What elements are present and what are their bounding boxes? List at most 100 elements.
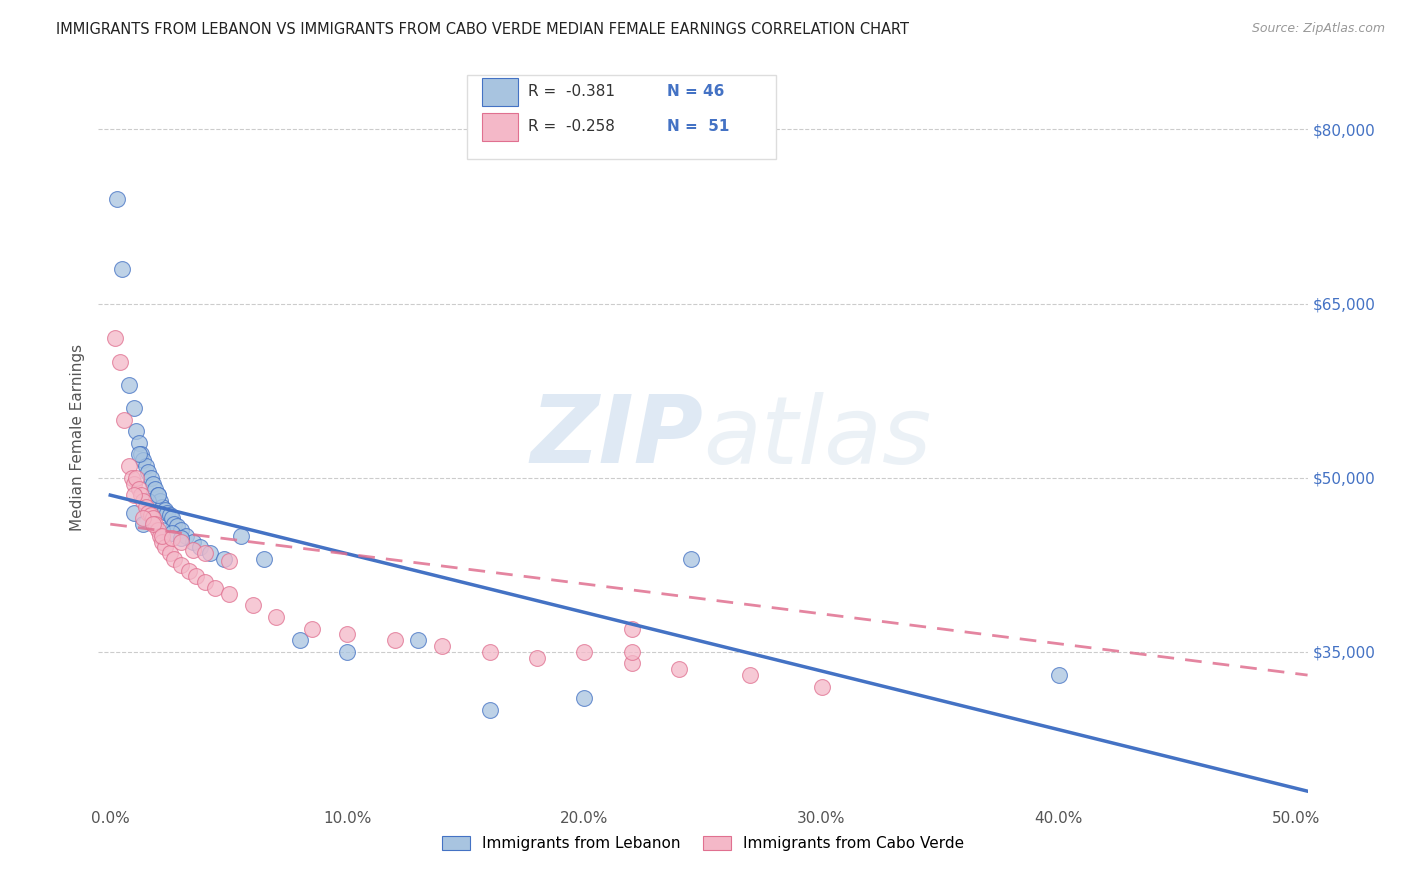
Text: atlas: atlas <box>703 392 931 483</box>
Point <box>104 331 127 345</box>
Point <box>170 534 193 549</box>
Point <box>142 511 165 525</box>
Point <box>146 488 169 502</box>
Point <box>142 511 165 525</box>
Point <box>111 261 134 276</box>
Point <box>152 529 174 543</box>
Point <box>128 436 150 450</box>
Point <box>620 645 643 659</box>
Point <box>264 610 287 624</box>
Point <box>139 508 162 522</box>
Point <box>301 622 323 636</box>
Point <box>810 680 832 694</box>
Point <box>135 459 157 474</box>
Point <box>1047 668 1070 682</box>
Point <box>132 511 155 525</box>
Point <box>288 633 311 648</box>
Point <box>122 401 145 415</box>
Point <box>114 412 136 426</box>
Point <box>218 587 240 601</box>
Point <box>478 703 501 717</box>
Point <box>668 662 690 676</box>
Point <box>574 691 596 706</box>
Point <box>152 523 174 537</box>
Point <box>153 503 176 517</box>
Point <box>136 465 159 479</box>
Point <box>122 488 145 502</box>
Point <box>132 494 155 508</box>
Point <box>212 552 235 566</box>
Point <box>143 483 166 497</box>
Point <box>177 564 200 578</box>
Point <box>129 488 152 502</box>
Text: R =  -0.258: R = -0.258 <box>527 120 614 135</box>
Point <box>181 534 204 549</box>
Legend: Immigrants from Lebanon, Immigrants from Cabo Verde: Immigrants from Lebanon, Immigrants from… <box>436 830 970 857</box>
Point <box>681 552 703 566</box>
Point <box>156 506 179 520</box>
Point <box>142 517 165 532</box>
Text: IMMIGRANTS FROM LEBANON VS IMMIGRANTS FROM CABO VERDE MEDIAN FEMALE EARNINGS COR: IMMIGRANTS FROM LEBANON VS IMMIGRANTS FR… <box>56 22 910 37</box>
Point <box>136 494 159 508</box>
Point <box>128 483 150 497</box>
Point <box>160 531 183 545</box>
Point <box>152 500 174 514</box>
Point <box>143 517 166 532</box>
Point <box>128 448 150 462</box>
Point <box>163 517 186 532</box>
Point <box>146 488 169 502</box>
Point <box>184 569 207 583</box>
FancyBboxPatch shape <box>482 113 517 141</box>
Point <box>135 500 157 514</box>
Point <box>204 581 226 595</box>
Point <box>153 541 176 555</box>
Text: ZIP: ZIP <box>530 391 703 483</box>
Point <box>740 668 762 682</box>
Point <box>132 517 155 532</box>
Point <box>122 476 145 491</box>
Point <box>125 424 148 438</box>
Point <box>160 511 183 525</box>
Point <box>163 552 186 566</box>
Point <box>129 448 152 462</box>
Point <box>108 354 131 368</box>
Point <box>146 523 169 537</box>
Y-axis label: Median Female Earnings: Median Female Earnings <box>69 343 84 531</box>
Point <box>152 534 174 549</box>
Point <box>336 627 359 641</box>
Point <box>190 541 212 555</box>
Point <box>478 645 501 659</box>
Point <box>181 542 204 557</box>
Point <box>336 645 359 659</box>
Text: N = 46: N = 46 <box>666 85 724 99</box>
Point <box>125 471 148 485</box>
Point <box>170 523 193 537</box>
Point <box>142 476 165 491</box>
FancyBboxPatch shape <box>467 75 776 159</box>
Point <box>149 529 172 543</box>
Point <box>159 508 181 522</box>
Point <box>194 546 217 560</box>
Point <box>160 526 183 541</box>
Point <box>170 558 193 572</box>
Point <box>170 531 193 545</box>
Point <box>229 529 252 543</box>
Point <box>121 471 143 485</box>
Point <box>136 506 159 520</box>
Point <box>408 633 430 648</box>
Point <box>139 471 162 485</box>
Point <box>118 459 141 474</box>
Point <box>149 494 172 508</box>
Point <box>432 639 454 653</box>
Point <box>526 650 548 665</box>
Text: N =  51: N = 51 <box>666 120 730 135</box>
Point <box>122 506 145 520</box>
Point <box>159 546 181 560</box>
Point <box>242 599 264 613</box>
Point <box>132 453 155 467</box>
Point <box>253 552 276 566</box>
Text: R =  -0.381: R = -0.381 <box>527 85 614 99</box>
Point <box>105 192 128 206</box>
Point <box>166 519 188 533</box>
Text: Source: ZipAtlas.com: Source: ZipAtlas.com <box>1251 22 1385 36</box>
